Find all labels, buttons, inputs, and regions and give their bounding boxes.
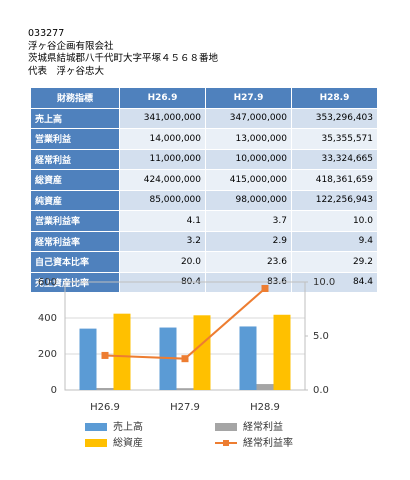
legend-label: 総資産 [113, 436, 143, 449]
representative: 代表 浮ヶ谷忠大 [28, 65, 105, 77]
row-label: 売上高 [30, 107, 120, 129]
address: 茨城県結城郡八千代町大字平塚４５６８番地 [28, 53, 219, 64]
legend-swatch [85, 423, 107, 431]
legend-label: 経常利益 [243, 420, 283, 433]
cell: 13,000,000 [205, 128, 292, 150]
legend-swatch [85, 439, 107, 447]
cell: 33,324,665 [291, 148, 378, 170]
table-row: 営業利益率 4.1 3.7 10.0 [30, 210, 378, 232]
cell: 98,000,000 [205, 189, 292, 211]
cell: 23.6 [205, 251, 292, 273]
cell: 10,000,000 [205, 148, 292, 170]
y2-tick-label: 10.0 [313, 277, 335, 288]
bar [79, 328, 97, 390]
cell: 122,256,943 [291, 189, 378, 211]
cell: 11,000,000 [119, 148, 206, 170]
marker [101, 351, 109, 359]
table-row: 純資産 85,000,000 98,000,000 122,256,943 [30, 189, 378, 211]
column-header: H26.9 [119, 87, 206, 109]
cell: 14,000,000 [119, 128, 206, 150]
bar [176, 388, 194, 390]
column-header: 財務指標 [30, 87, 120, 109]
legend-label: 売上高 [113, 420, 143, 433]
cell: 415,000,000 [205, 169, 292, 191]
y2-tick-label: 0.0 [313, 385, 329, 396]
x-tick-label: H27.9 [170, 402, 200, 413]
legend-marker [223, 440, 229, 446]
legend-label: 経常利益率 [243, 436, 293, 449]
table-row: 経常利益 11,000,000 10,000,000 33,324,665 [30, 148, 378, 170]
y-tick-label: 600 [38, 277, 57, 288]
cell: 29.2 [291, 251, 378, 273]
cell: 20.0 [119, 251, 206, 273]
code: 033277 [28, 28, 65, 39]
cell: 347,000,000 [205, 107, 292, 129]
cell: 9.4 [291, 230, 378, 252]
row-label: 純資産 [30, 189, 120, 211]
bar [193, 315, 211, 390]
cell: 35,355,571 [291, 128, 378, 150]
marker [181, 355, 189, 363]
y-tick-label: 400 [38, 313, 57, 324]
table-row: 営業利益 14,000,000 13,000,000 35,355,571 [30, 128, 378, 150]
table-row: 自己資本比率 20.0 23.6 29.2 [30, 251, 378, 273]
row-label: 自己資本比率 [30, 251, 120, 273]
header: 033277 浮ヶ谷企画有限会社 茨城県結城郡八千代町大字平塚４５６８番地 代表… [28, 28, 218, 78]
table-row: 総資産 424,000,000 415,000,000 418,361,659 [30, 169, 378, 191]
y-tick-label: 0 [51, 385, 57, 396]
bar [113, 313, 131, 390]
cell: 84.4 [291, 271, 378, 293]
x-tick-label: H28.9 [250, 402, 280, 413]
bar [256, 384, 274, 390]
plot-frame [64, 281, 306, 391]
y-tick-label: 200 [38, 349, 57, 360]
marker [261, 284, 269, 292]
table-row: 経常利益率 3.2 2.9 9.4 [30, 230, 378, 252]
bar [96, 388, 114, 390]
row-label: 営業利益 [30, 128, 120, 150]
legend-swatch [215, 423, 237, 431]
y2-tick-label: 5.0 [313, 331, 329, 342]
cell: 10.0 [291, 210, 378, 232]
x-tick-label: H26.9 [90, 402, 120, 413]
cell: 4.1 [119, 210, 206, 232]
cell: 418,361,659 [291, 169, 378, 191]
bar [273, 314, 291, 390]
company: 浮ヶ谷企画有限会社 [28, 40, 114, 52]
column-header: H28.9 [291, 87, 378, 109]
bar [239, 326, 257, 390]
financial-table: 財務指標 H26.9 H27.9 H28.9 売上高 341,000,000 347,000… [30, 87, 378, 293]
